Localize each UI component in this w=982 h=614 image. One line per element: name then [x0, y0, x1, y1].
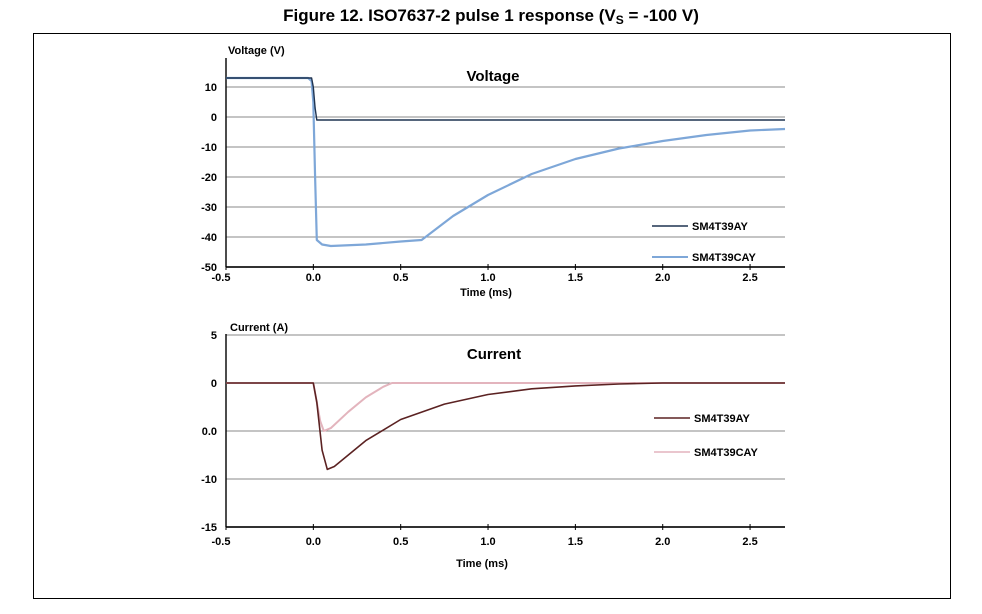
current-y-tick-label: 0	[211, 378, 217, 390]
figure-title: Figure 12. ISO7637-2 pulse 1 response (V…	[283, 6, 699, 27]
current-x-tick-label: 0.5	[393, 536, 408, 548]
voltage-y-tick-label: 10	[205, 82, 217, 94]
voltage-y-tick-label: 0	[211, 112, 217, 124]
current-y-axis-label: Current (A)	[230, 322, 288, 334]
voltage-y-tick-label: -10	[201, 142, 217, 154]
current-chart-title: Current	[467, 346, 521, 363]
voltage-x-tick-label: 2.0	[655, 272, 670, 284]
voltage-x-tick-label: 1.0	[480, 272, 495, 284]
voltage-series-line-sm4t39cay	[226, 76, 786, 248]
voltage-x-tick-label: 2.5	[742, 272, 757, 284]
current-x-tick-label: 2.0	[655, 536, 670, 548]
current-y-tick-label: 5	[211, 330, 217, 342]
voltage-legend-label: SM4T39CAY	[692, 252, 756, 264]
voltage-y-tick-label: -30	[201, 202, 217, 214]
current-x-tick-label: 0.0	[306, 536, 321, 548]
current-y-tick-label: -15	[201, 522, 217, 534]
voltage-y-tick-label: -20	[201, 172, 217, 184]
voltage-chart-title: Voltage	[466, 68, 519, 85]
voltage-x-tick-label: 1.5	[568, 272, 583, 284]
current-legend-label: SM4T39AY	[694, 413, 751, 425]
current-y-tick-label: 0.0	[202, 426, 217, 438]
current-x-tick-label: 1.0	[480, 536, 495, 548]
current-x-axis-label: Time (ms)	[456, 558, 508, 570]
voltage-y-tick-label: -40	[201, 232, 217, 244]
voltage-y-axis-label: Voltage (V)	[228, 45, 285, 57]
current-y-tick-label: -10	[201, 474, 217, 486]
voltage-x-axis-label: Time (ms)	[460, 287, 512, 299]
voltage-series-line-sm4t39ay	[226, 77, 785, 121]
voltage-x-tick-label: 0.0	[306, 272, 321, 284]
current-legend-label: SM4T39CAY	[694, 447, 758, 459]
current-x-tick-label: 2.5	[742, 536, 757, 548]
voltage-x-tick-label: -0.5	[212, 272, 231, 284]
current-x-tick-label: -0.5	[212, 536, 231, 548]
current-series-line-sm4t39ay	[226, 382, 785, 471]
current-x-tick-label: 1.5	[568, 536, 583, 548]
voltage-x-tick-label: 0.5	[393, 272, 408, 284]
voltage-y-tick-label: -50	[201, 262, 217, 274]
figure-frame	[33, 33, 951, 599]
voltage-legend-label: SM4T39AY	[692, 221, 749, 233]
